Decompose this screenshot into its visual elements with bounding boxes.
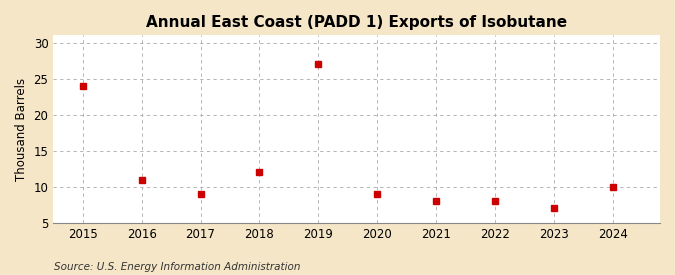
Title: Annual East Coast (PADD 1) Exports of Isobutane: Annual East Coast (PADD 1) Exports of Is…	[146, 15, 567, 30]
Text: Source: U.S. Energy Information Administration: Source: U.S. Energy Information Administ…	[54, 262, 300, 272]
Y-axis label: Thousand Barrels: Thousand Barrels	[15, 78, 28, 181]
